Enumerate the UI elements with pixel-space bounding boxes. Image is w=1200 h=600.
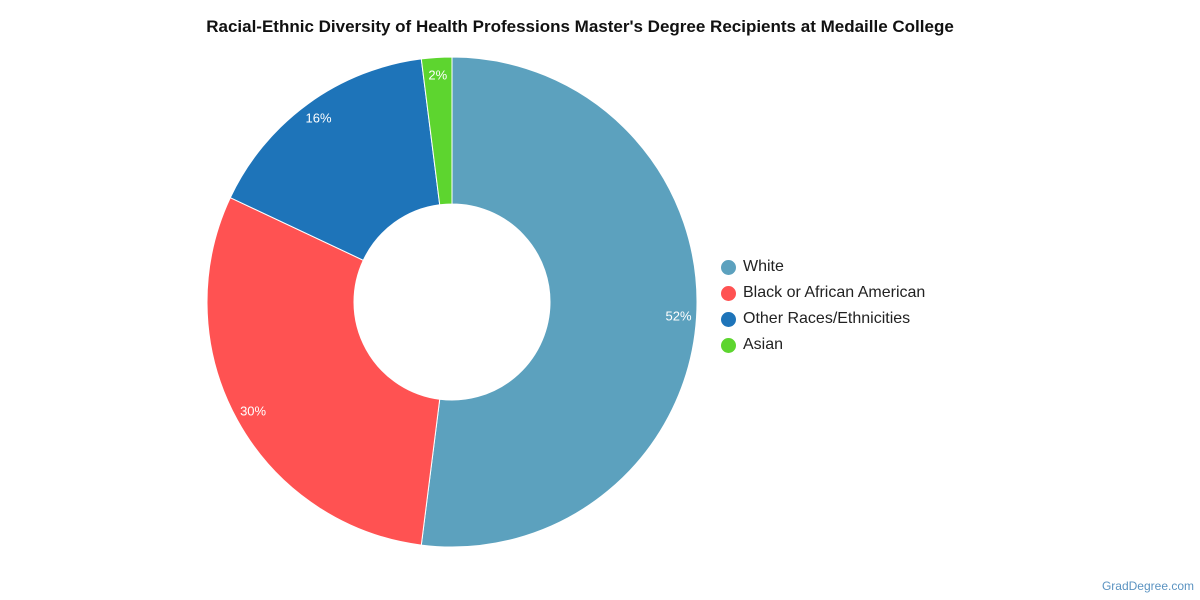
- legend-label-black-or-african-american: Black or African American: [743, 284, 926, 301]
- slice-white[interactable]: [420, 56, 698, 548]
- legend-marker-asian: [721, 337, 736, 353]
- legend-marker-white: [721, 259, 736, 275]
- legend-label-other-races-ethnicities: Other Races/Ethnicities: [743, 310, 911, 327]
- credit-link[interactable]: GradDegree.com: [1101, 579, 1194, 593]
- slice-label-white: 52%: [666, 308, 692, 323]
- donut-slices: [206, 56, 698, 548]
- legend-item-other-races-ethnicities[interactable]: Other Races/Ethnicities: [721, 306, 925, 332]
- slice-other-races-ethnicities[interactable]: [229, 58, 441, 261]
- legend-item-black-or-african-american[interactable]: Black or African American: [721, 280, 925, 306]
- legend-item-white[interactable]: White: [721, 254, 925, 280]
- chart-title: Racial-Ethnic Diversity of Health Profes…: [206, 17, 954, 36]
- slice-black-or-african-american[interactable]: [206, 197, 441, 546]
- slice-label-black-or-african-american: 30%: [240, 403, 266, 418]
- legend-marker-other-races-ethnicities: [721, 311, 736, 327]
- legend-marker-black-or-african-american: [721, 285, 736, 301]
- legend-label-asian: Asian: [743, 336, 784, 353]
- slice-asian[interactable]: [420, 56, 453, 206]
- legend-item-asian[interactable]: Asian: [721, 332, 925, 358]
- legend: White Black or African American Other Ra…: [721, 254, 925, 358]
- donut-slice-labels: 52% 30% 16% 2%: [240, 67, 692, 418]
- slice-label-asian: 2%: [428, 67, 447, 82]
- slice-label-other-races-ethnicities: 16%: [306, 110, 332, 125]
- legend-label-white: White: [743, 258, 784, 275]
